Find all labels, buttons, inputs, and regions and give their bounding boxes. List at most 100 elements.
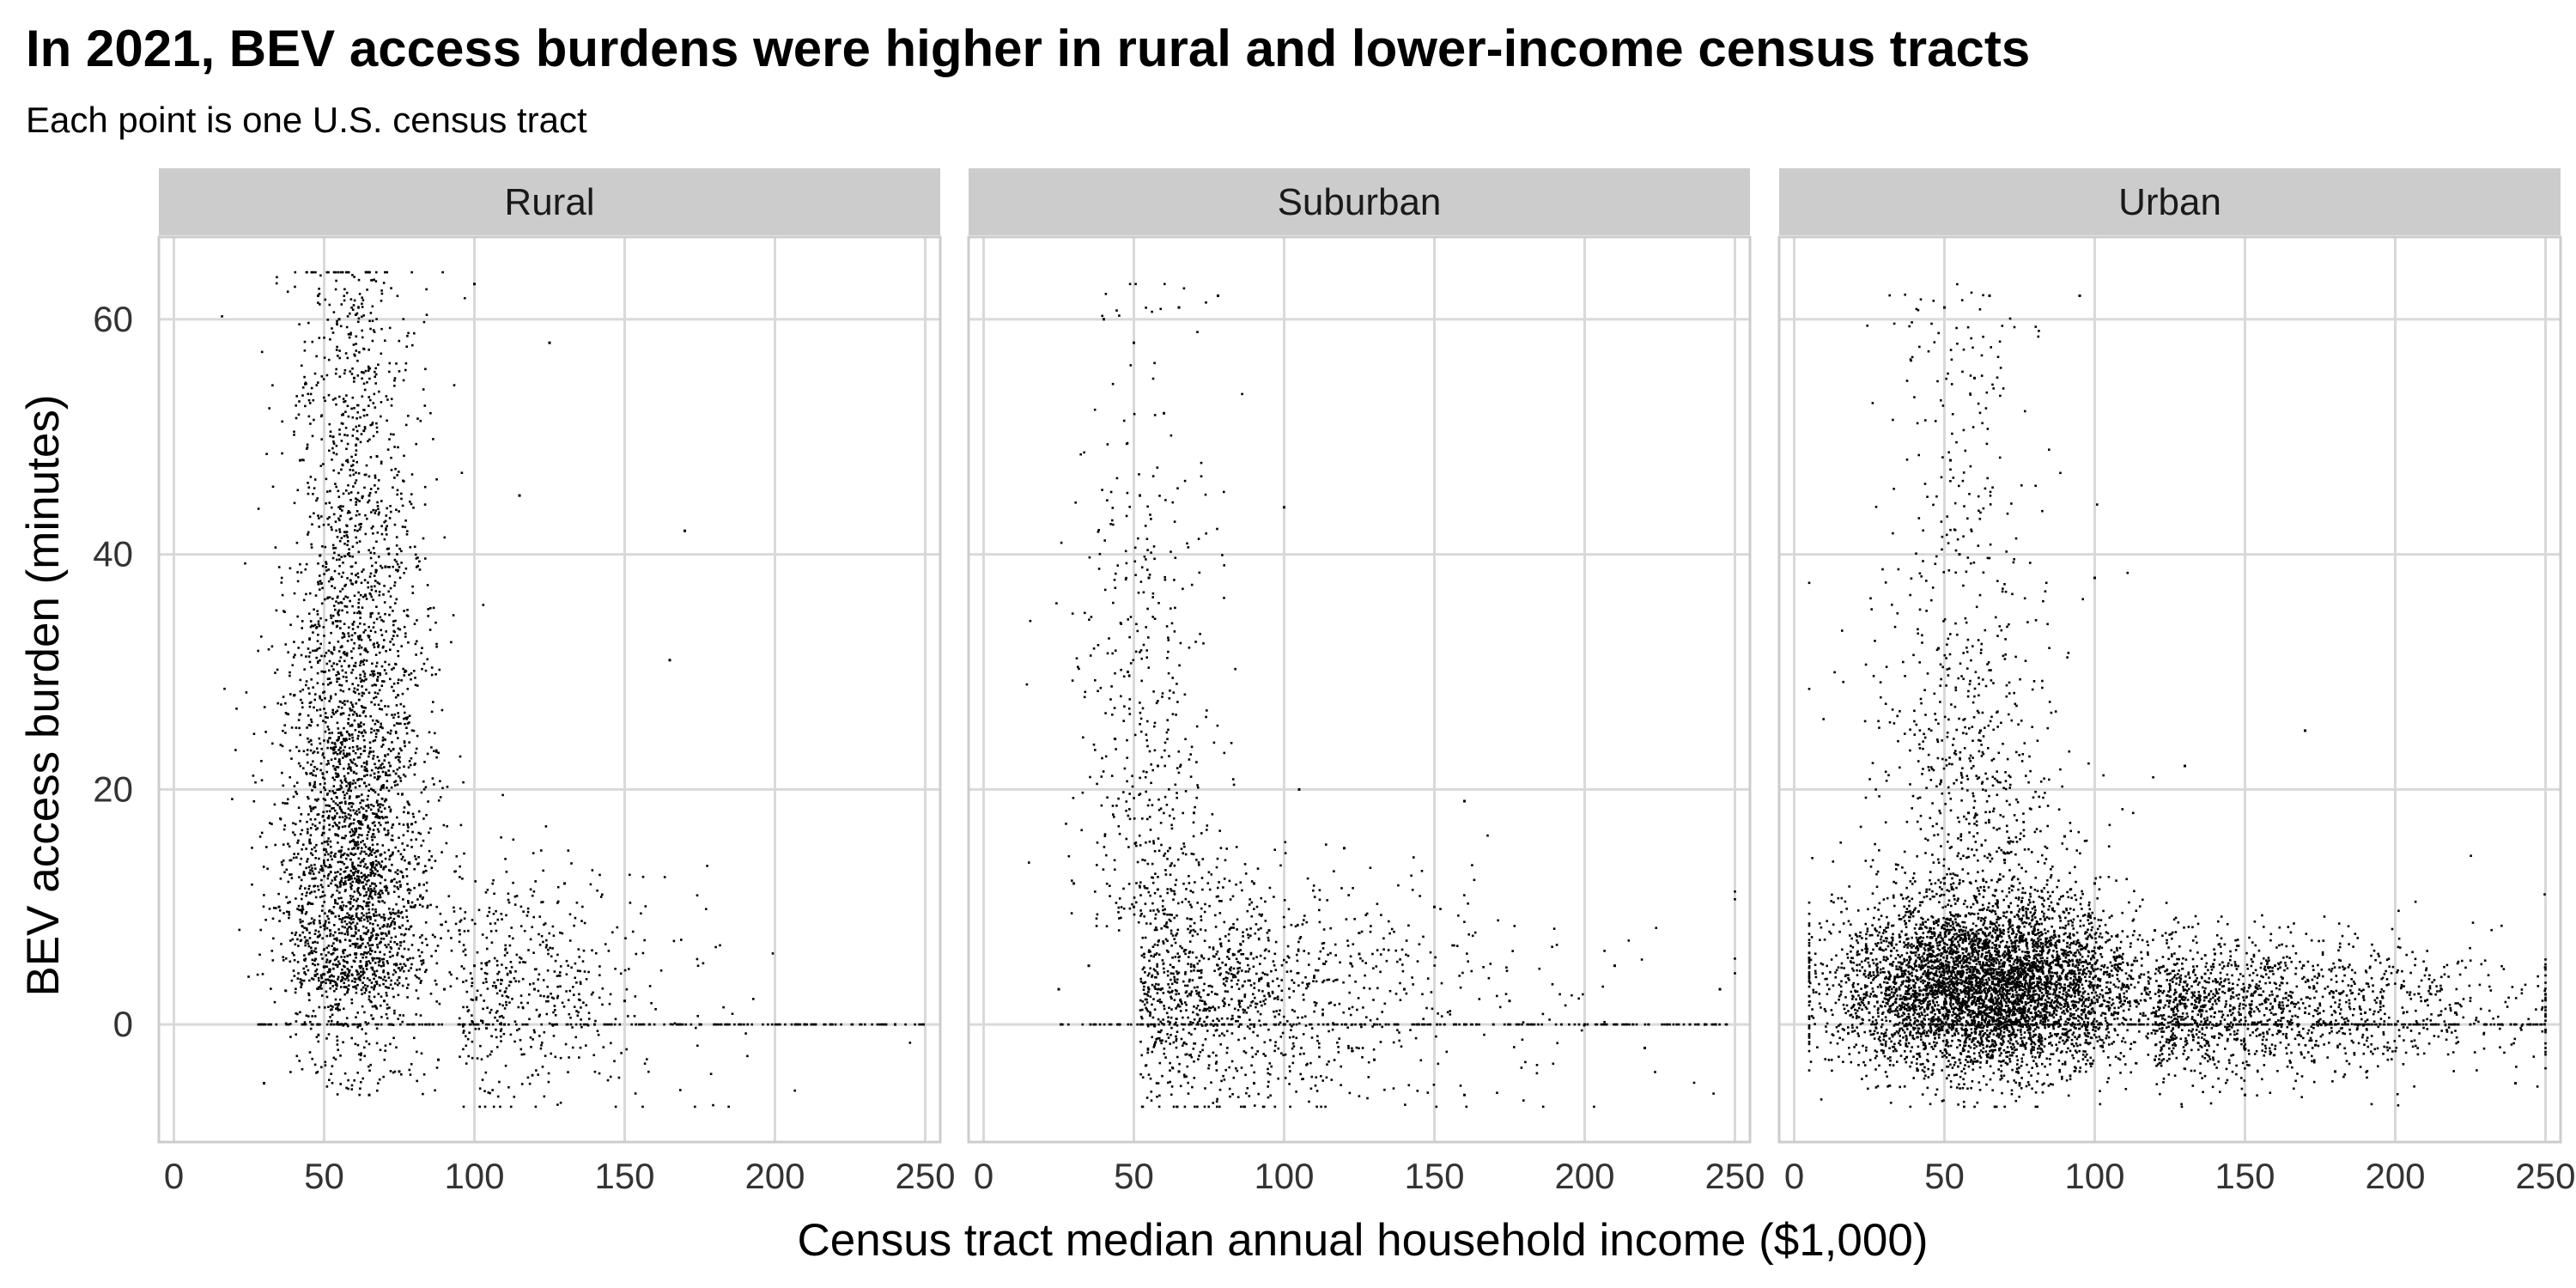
data-point bbox=[1172, 966, 1176, 969]
data-point bbox=[341, 932, 343, 935]
data-point bbox=[396, 953, 398, 957]
data-point bbox=[1321, 1013, 1324, 1017]
data-point bbox=[355, 914, 358, 916]
data-point bbox=[343, 797, 346, 799]
data-point bbox=[349, 814, 352, 817]
data-point bbox=[361, 395, 364, 398]
data-point bbox=[1471, 864, 1473, 866]
data-point bbox=[374, 653, 378, 656]
data-point bbox=[304, 404, 307, 408]
data-point bbox=[348, 873, 351, 877]
data-point bbox=[377, 646, 380, 648]
data-point bbox=[410, 963, 413, 966]
data-point bbox=[351, 739, 355, 742]
data-point bbox=[341, 901, 343, 903]
data-point bbox=[340, 908, 343, 912]
data-point bbox=[722, 1005, 725, 1009]
data-point bbox=[396, 943, 398, 945]
data-point bbox=[321, 773, 325, 775]
data-point bbox=[310, 720, 313, 724]
data-point bbox=[356, 635, 360, 638]
data-point bbox=[296, 908, 299, 910]
data-point bbox=[362, 371, 365, 374]
data-point bbox=[542, 979, 545, 981]
data-point bbox=[1157, 973, 1159, 975]
data-point bbox=[1157, 999, 1159, 1002]
data-point bbox=[340, 854, 343, 857]
data-point bbox=[385, 528, 387, 532]
data-point bbox=[384, 660, 386, 664]
data-point bbox=[519, 957, 523, 960]
data-point bbox=[386, 821, 389, 824]
data-point bbox=[544, 825, 548, 828]
data-point bbox=[346, 866, 349, 869]
data-point bbox=[270, 823, 273, 825]
data-point bbox=[392, 839, 394, 841]
data-point bbox=[376, 692, 380, 695]
data-point bbox=[1218, 957, 1221, 960]
data-point bbox=[353, 376, 355, 380]
data-point bbox=[774, 1023, 777, 1026]
y-tick-label: 20 bbox=[93, 769, 133, 809]
data-point bbox=[380, 767, 383, 769]
data-point bbox=[486, 961, 489, 964]
data-point bbox=[350, 1084, 354, 1087]
data-point bbox=[434, 935, 436, 939]
data-point bbox=[492, 913, 495, 915]
data-point bbox=[327, 837, 330, 840]
data-point bbox=[350, 998, 353, 1001]
data-point bbox=[1228, 948, 1231, 951]
data-point bbox=[338, 433, 341, 436]
data-point bbox=[582, 949, 586, 952]
y-tick-label: 60 bbox=[93, 299, 133, 339]
data-point bbox=[341, 744, 343, 746]
data-point bbox=[284, 732, 287, 734]
data-point bbox=[282, 696, 285, 698]
data-point bbox=[1177, 971, 1181, 975]
data-point bbox=[380, 797, 384, 800]
data-point bbox=[876, 1023, 879, 1026]
data-point bbox=[419, 895, 422, 898]
data-point bbox=[1227, 972, 1230, 975]
data-point bbox=[290, 757, 293, 760]
data-point bbox=[339, 884, 343, 886]
data-point bbox=[1203, 1105, 1206, 1109]
data-point bbox=[1334, 1004, 1336, 1006]
data-point bbox=[343, 939, 347, 941]
data-point bbox=[1291, 1024, 1293, 1028]
data-point bbox=[383, 680, 386, 683]
data-point bbox=[374, 766, 378, 769]
data-point bbox=[344, 815, 347, 817]
data-point bbox=[367, 902, 369, 905]
data-point bbox=[390, 456, 392, 459]
data-point bbox=[1152, 1046, 1156, 1048]
data-point bbox=[391, 879, 393, 882]
data-point bbox=[309, 724, 313, 727]
data-point bbox=[1580, 1029, 1583, 1032]
data-point bbox=[368, 998, 371, 1001]
data-point bbox=[309, 701, 313, 704]
data-point bbox=[361, 570, 363, 574]
data-point bbox=[335, 957, 337, 960]
data-point bbox=[318, 337, 321, 339]
data-point bbox=[307, 828, 309, 830]
data-point bbox=[400, 562, 403, 564]
data-point bbox=[388, 805, 391, 809]
data-point bbox=[840, 1023, 842, 1026]
data-point bbox=[726, 1023, 728, 1026]
data-point bbox=[490, 941, 494, 944]
data-point bbox=[388, 951, 392, 953]
data-point bbox=[343, 1023, 346, 1026]
data-point bbox=[415, 989, 418, 992]
data-point bbox=[431, 777, 434, 780]
data-point bbox=[538, 1013, 541, 1017]
data-point bbox=[406, 889, 410, 891]
data-point bbox=[1167, 1081, 1170, 1084]
data-point bbox=[1467, 933, 1470, 936]
data-point bbox=[307, 945, 311, 948]
data-point bbox=[374, 984, 376, 987]
data-point bbox=[307, 858, 309, 860]
data-point bbox=[351, 623, 354, 625]
data-point bbox=[1201, 1024, 1204, 1027]
data-point bbox=[345, 676, 348, 678]
